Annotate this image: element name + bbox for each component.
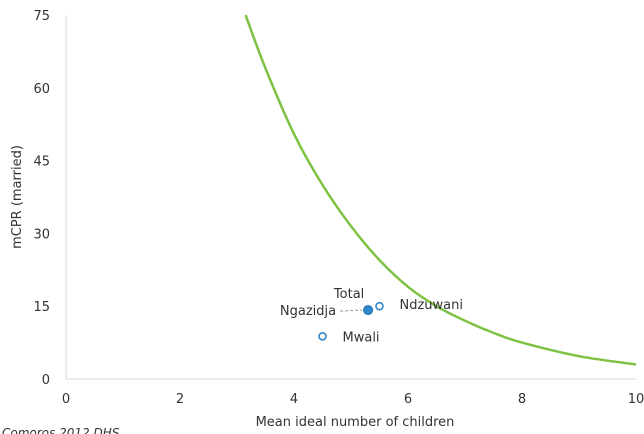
- tick-labels: 0 2 4 6 8 10 0 15 30 45 60 75: [33, 9, 644, 407]
- y-tick-label: 0: [42, 373, 50, 388]
- point-layer: Total Ngazidja Ndzuwani Mwali: [280, 287, 463, 345]
- y-tick-label: 15: [33, 300, 50, 315]
- point-label-ndzuwani: Ndzuwani: [400, 298, 464, 313]
- x-tick-label: 0: [62, 392, 70, 407]
- point-mwali: [318, 331, 327, 341]
- y-axis-title: mCPR (married): [10, 145, 25, 249]
- x-tick-label: 10: [628, 392, 644, 407]
- ngazidja-leader-line: [340, 309, 363, 312]
- source-note: Comoros 2012 DHS: [2, 426, 120, 434]
- x-tick-label: 8: [518, 392, 526, 407]
- point-label-mwali: Mwali: [343, 330, 380, 345]
- point-label-total: Total: [333, 287, 364, 302]
- y-tick-label: 30: [33, 227, 50, 242]
- x-axis-title: Mean ideal number of children: [256, 415, 455, 430]
- x-tick-label: 2: [176, 392, 184, 407]
- point-total: [363, 305, 374, 316]
- y-tick-label: 75: [33, 9, 50, 24]
- point-label-ngazidja: Ngazidja: [280, 304, 336, 319]
- y-tick-label: 45: [33, 155, 50, 170]
- axes: [65, 15, 636, 380]
- point-ndzuwani: [375, 301, 384, 311]
- curve-layer: [244, 14, 637, 366]
- x-tick-label: 4: [290, 392, 298, 407]
- x-tick-label: 6: [404, 392, 412, 407]
- y-tick-label: 60: [33, 82, 50, 97]
- fertility-curve: [244, 14, 637, 366]
